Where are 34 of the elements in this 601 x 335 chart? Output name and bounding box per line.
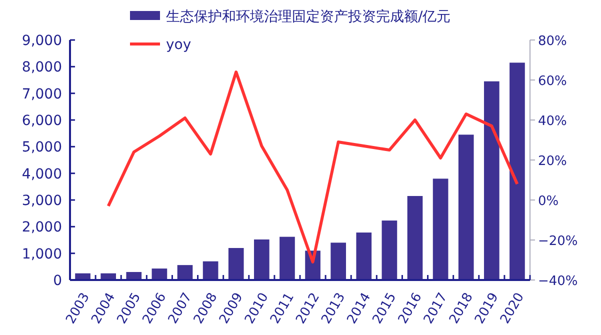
bar <box>458 134 474 280</box>
y2-tick-label: 20% <box>538 154 567 169</box>
legend-label: yoy <box>166 37 192 53</box>
bar <box>228 248 244 280</box>
bar <box>382 220 398 280</box>
line-series <box>106 70 519 264</box>
bar <box>254 239 270 280</box>
y-tick-label: 3,000 <box>22 193 62 209</box>
bar <box>330 242 346 280</box>
y-tick-label: 2,000 <box>22 220 62 236</box>
legend-label: 生态保护和环境治理固定资产投资完成额/亿元 <box>166 9 451 25</box>
bar <box>152 268 168 280</box>
y-tick-label: 0 <box>53 273 62 289</box>
y-tick-label: 8,000 <box>22 60 62 76</box>
y2-tick-label: −20% <box>538 234 578 249</box>
bar <box>510 62 525 280</box>
y-tick-label: 1,000 <box>22 246 62 262</box>
y2-tick-label: 0% <box>538 194 559 209</box>
y-tick-label: 7,000 <box>22 86 62 102</box>
bar <box>407 196 423 280</box>
bar <box>432 178 448 280</box>
bar <box>484 81 500 280</box>
y-tick-label: 6,000 <box>22 113 62 129</box>
y2-tick-label: 80% <box>538 34 567 49</box>
y2-tick-label: 40% <box>538 114 567 129</box>
y-tick-label: 9,000 <box>22 33 62 49</box>
y-tick-label: 4,000 <box>22 166 62 182</box>
y2-tick-label: −40% <box>538 274 578 289</box>
bar <box>202 261 218 280</box>
y2-tick-label: 60% <box>538 74 567 89</box>
bar <box>177 265 193 280</box>
y-tick-label: 5,000 <box>22 140 62 156</box>
bar <box>356 232 372 280</box>
bar <box>280 236 295 280</box>
